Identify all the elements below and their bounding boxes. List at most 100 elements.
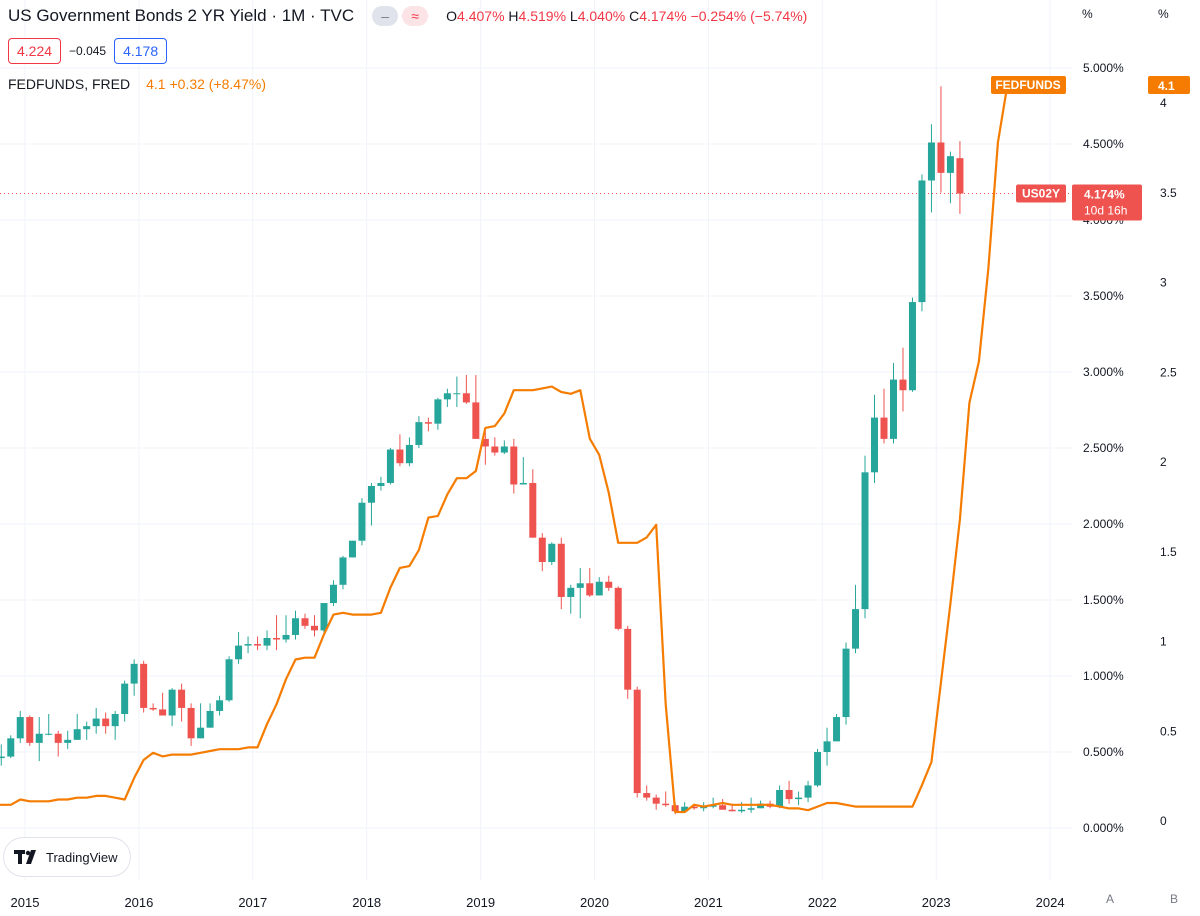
candle-body <box>728 809 736 812</box>
candle <box>320 603 328 635</box>
tradingview-text: TradingView <box>46 849 118 865</box>
candle-body <box>35 733 43 743</box>
candle-body <box>415 422 423 445</box>
candle <box>415 416 423 448</box>
candle <box>301 613 309 629</box>
candle <box>443 388 451 407</box>
wave-icon[interactable]: ≈ <box>402 6 429 26</box>
candle-body <box>216 700 224 711</box>
candle <box>946 151 954 204</box>
candle <box>538 533 546 572</box>
candle <box>168 688 176 727</box>
candle-body <box>519 482 527 485</box>
candle-body <box>510 446 518 485</box>
candle <box>329 580 337 607</box>
spread-value: −0.045 <box>69 44 107 58</box>
fedfunds-price-label: FEDFUNDS 4.1 <box>991 76 1190 95</box>
candle-body <box>453 393 461 395</box>
candle <box>491 437 499 456</box>
x-axis[interactable]: 2015 2016 2017 2018 2019 2020 2021 2022 2023 2024 <box>11 895 1065 910</box>
y-axis-a-tick: 3.500% <box>1083 289 1124 303</box>
candle-body <box>140 663 148 708</box>
candle <box>595 577 603 596</box>
candle-body <box>178 689 186 708</box>
candle <box>26 715 34 746</box>
y-axis-a[interactable]: 0.000% 0.500% 1.000% 1.500% 2.000% 2.500% 3.00… <box>1082 7 1124 906</box>
chart-title[interactable]: US Government Bonds 2 YR Yield · 1M · TV… <box>8 6 355 25</box>
candle <box>453 376 461 407</box>
candle <box>586 568 594 597</box>
candle-body <box>899 379 907 391</box>
candle-body <box>548 543 556 562</box>
chart-legend: US Government Bonds 2 YR Yield · 1M · TV… <box>0 0 900 100</box>
y-axis-b-tick: 3 <box>1160 276 1167 290</box>
candle <box>263 630 271 651</box>
y-axis-a-scale-label[interactable]: A <box>1106 892 1114 906</box>
candle <box>643 785 651 801</box>
fedfunds-legend-row[interactable]: FEDFUNDS, FRED 4.1 +0.32 (+8.47%) <box>8 76 266 92</box>
candle-body <box>795 797 803 800</box>
candle <box>908 297 916 392</box>
candle <box>614 586 622 631</box>
candle-body <box>937 142 945 173</box>
candle <box>529 469 537 538</box>
close-label: C <box>629 8 640 24</box>
candle <box>339 555 347 590</box>
candle <box>282 615 290 643</box>
candle <box>92 707 100 734</box>
candle-body <box>301 618 309 626</box>
x-axis-tick: 2016 <box>124 895 153 910</box>
candle <box>937 86 945 193</box>
candle-body <box>681 806 689 812</box>
candle <box>785 780 793 804</box>
y-axis-b[interactable]: 0 0.5 1 1.5 2 2.5 3 3.5 4% B <box>1158 7 1178 906</box>
buy-button[interactable]: 4.178 <box>114 38 168 64</box>
candle-body <box>624 628 632 690</box>
tradingview-logo[interactable]: TradingView <box>4 838 130 876</box>
candle <box>187 703 195 746</box>
candle <box>481 431 489 465</box>
candle-body <box>757 803 765 809</box>
candle-body <box>111 714 119 727</box>
candle <box>54 730 62 757</box>
candle <box>814 748 822 787</box>
sell-button[interactable]: 4.224 <box>8 38 62 64</box>
candle-body <box>662 803 670 806</box>
low-value: 4.040% <box>577 8 626 24</box>
candle-body <box>633 689 641 794</box>
candle-body <box>45 733 53 735</box>
candle <box>605 575 613 591</box>
minus-icon[interactable]: – <box>372 6 399 26</box>
candle-body <box>842 648 850 718</box>
candle <box>548 542 556 566</box>
candle <box>557 537 565 610</box>
candle <box>83 721 91 740</box>
candle <box>273 615 281 651</box>
candle-body <box>956 158 964 194</box>
candle <box>73 714 81 740</box>
candle <box>235 631 243 664</box>
candle <box>121 680 129 722</box>
close-value: 4.174% <box>639 8 687 24</box>
candle <box>576 568 584 619</box>
x-axis-tick: 2019 <box>466 895 495 910</box>
candle-body <box>329 584 337 604</box>
candle-body <box>595 581 603 596</box>
y-axis-b-scale-label[interactable]: B <box>1170 892 1178 906</box>
candle <box>823 727 831 766</box>
candle <box>292 610 300 640</box>
fedfunds-axis-value: 4.1 <box>1158 79 1175 93</box>
us02y-candles <box>0 86 964 815</box>
change-value: −0.254% (−5.74%) <box>690 8 808 24</box>
candle-body <box>54 733 62 743</box>
fedfunds-tag-text: FEDFUNDS <box>995 78 1060 92</box>
symbol-header: US Government Bonds 2 YR Yield · 1M · TV… <box>8 6 807 26</box>
candle-body <box>690 806 698 809</box>
candle-body <box>424 422 432 424</box>
candle-body <box>121 683 129 714</box>
candle <box>918 174 926 312</box>
y-axis-a-tick: 1.500% <box>1083 593 1124 607</box>
candle <box>178 683 186 722</box>
candle-body <box>367 486 375 503</box>
